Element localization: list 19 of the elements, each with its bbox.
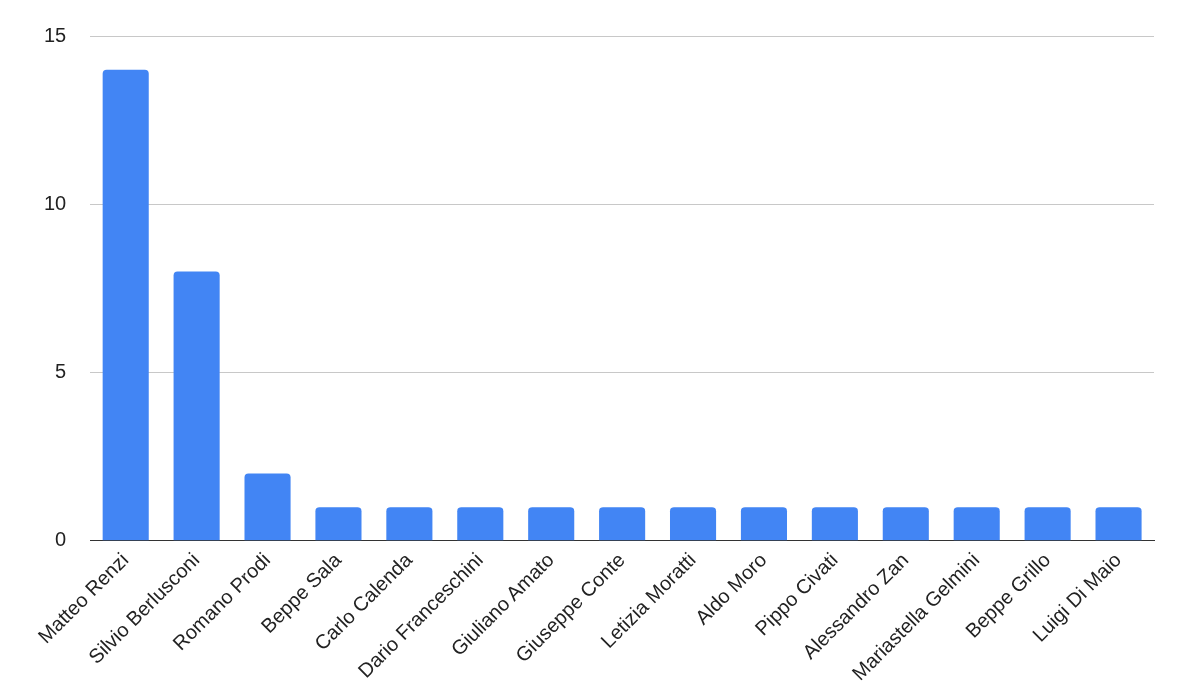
bar: [1095, 507, 1142, 541]
y-tick-label: 5: [55, 360, 67, 383]
bar: [599, 507, 646, 541]
bar: [386, 507, 433, 541]
bar: [669, 507, 717, 541]
bar: [244, 473, 291, 541]
bar: [102, 69, 149, 541]
bar: [811, 507, 858, 541]
bar: [315, 507, 362, 541]
bar: [173, 271, 220, 541]
bar: [1024, 507, 1071, 541]
bar: [953, 507, 1000, 541]
y-tick-label: 10: [44, 191, 67, 214]
bar: [882, 507, 929, 541]
bar: [457, 507, 504, 541]
bar: [740, 507, 788, 541]
y-tick-label: 15: [44, 23, 67, 46]
bar: [528, 507, 575, 541]
y-tick-label: 0: [55, 528, 67, 551]
